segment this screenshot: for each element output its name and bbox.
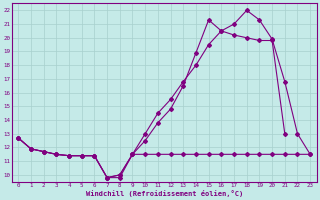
X-axis label: Windchill (Refroidissement éolien,°C): Windchill (Refroidissement éolien,°C) [85, 190, 243, 197]
